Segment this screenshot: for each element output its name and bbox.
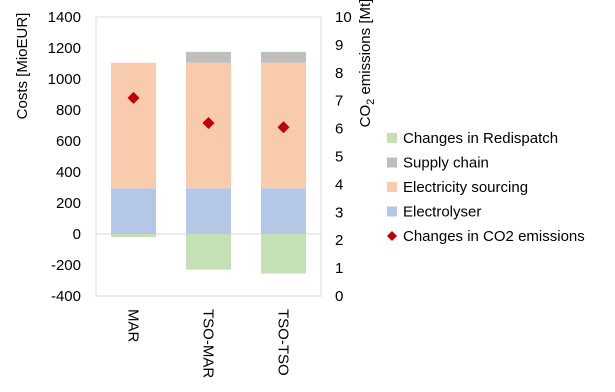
bar-segment — [261, 51, 306, 63]
y-left-tick-label: 1400 — [48, 9, 81, 26]
x-tick-label: TSO-TSO — [275, 309, 292, 376]
legend-swatch — [387, 206, 397, 217]
legend-label: Supply chain — [403, 155, 489, 172]
y-right-tick-label: 0 — [335, 288, 343, 305]
co2-marker — [127, 91, 140, 104]
y-axis-right-title-suffix: emissions [Mt] — [357, 0, 374, 99]
y-right-tick-label: 10 — [335, 9, 352, 26]
y-left-tick-label: -400 — [51, 288, 81, 305]
y-left-tick-label: 200 — [56, 195, 81, 212]
x-tick-label: MAR — [125, 309, 142, 343]
bar-segment-negative — [186, 234, 231, 270]
legend-label: Changes in CO2 emissions — [403, 228, 585, 245]
left-axis-ticks: 1400 1200 1000 800 600 400 200 0 -200 -400 — [48, 9, 81, 305]
co2-markers — [127, 91, 290, 134]
co2-marker — [202, 117, 215, 130]
y-left-tick-label: 800 — [56, 102, 81, 119]
bar-segment-negative — [261, 234, 306, 274]
y-left-tick-label: 400 — [56, 164, 81, 181]
legend: Changes in Redispatch Supply chain Electri… — [387, 130, 585, 245]
bar-segment — [111, 188, 156, 234]
plot-frame — [95, 16, 322, 297]
bar-segment — [186, 51, 231, 63]
legend-label: Electrolyser — [403, 204, 481, 221]
y-axis-right-title-subscript: 2 — [365, 99, 377, 105]
y-right-tick-label: 2 — [335, 232, 343, 249]
y-left-tick-label: 1000 — [48, 71, 81, 88]
y-right-tick-label: 4 — [335, 176, 343, 193]
co2-marker — [277, 121, 290, 134]
y-right-tick-label: 9 — [335, 37, 343, 54]
bar-segment — [186, 188, 231, 234]
legend-swatch — [387, 182, 397, 192]
y-right-tick-label: 1 — [335, 260, 343, 277]
legend-label: Changes in Redispatch — [403, 130, 558, 147]
y-axis-right-title: CO2 emissions [Mt] — [357, 0, 377, 127]
y-left-tick-label: -200 — [51, 257, 81, 274]
legend-label: Electricity sourcing — [403, 179, 528, 196]
y-right-tick-label: 7 — [335, 93, 343, 110]
legend-swatch — [387, 231, 397, 241]
x-axis-ticks: MAR TSO-MAR TSO-TSO — [125, 309, 292, 378]
y-axis-right-title-prefix: CO — [357, 105, 374, 128]
y-right-tick-label: 3 — [335, 204, 343, 221]
legend-swatch — [387, 133, 397, 143]
y-right-tick-label: 8 — [335, 65, 343, 82]
bar-segment-negative — [111, 234, 156, 238]
bar-segment — [261, 188, 306, 234]
x-tick-label: TSO-MAR — [200, 309, 217, 378]
legend-swatch — [387, 157, 397, 168]
y-axis-left-title: Costs [MioEUR] — [14, 13, 31, 120]
y-right-tick-label: 6 — [335, 121, 343, 138]
y-left-tick-label: 600 — [56, 133, 81, 150]
bar-segment — [111, 62, 156, 189]
y-left-tick-label: 1200 — [48, 40, 81, 57]
bars — [111, 51, 306, 274]
y-left-tick-label: 0 — [73, 226, 81, 243]
y-right-tick-label: 5 — [335, 149, 343, 166]
